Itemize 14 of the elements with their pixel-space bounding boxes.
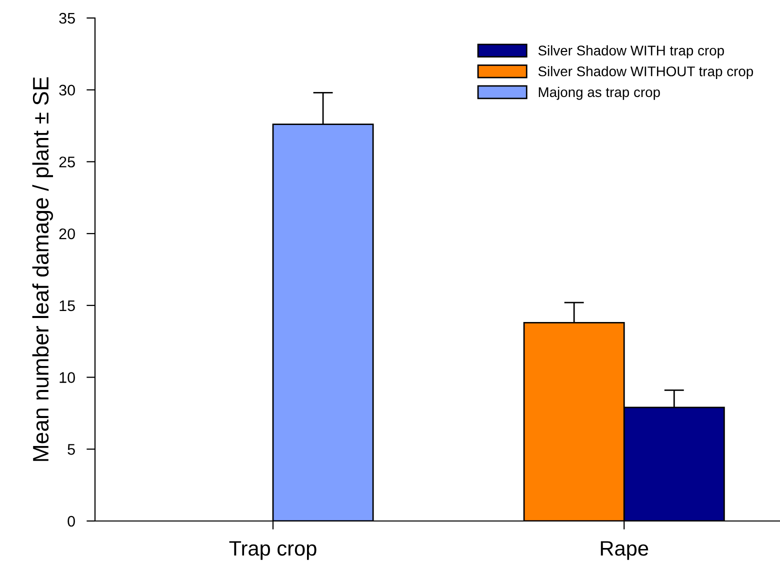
- y-tick-label: 25: [59, 156, 75, 168]
- y-tick-label: 10: [60, 372, 75, 383]
- legend-label: Silver Shadow WITH trap crop: [538, 45, 724, 58]
- y-tick-label: 20: [59, 228, 75, 240]
- x-tick-label: Rape: [600, 541, 648, 560]
- y-axis-title: Mean number leaf damage / plant ± SE: [32, 77, 54, 461]
- x-tick-label: Trap crop: [229, 541, 316, 560]
- y-tick-label: 35: [59, 12, 75, 24]
- y-tick-label: 0: [68, 516, 75, 527]
- legend-label: Silver Shadow WITHOUT trap crop: [538, 66, 754, 80]
- legend-label: Majong as trap crop: [538, 86, 660, 100]
- y-tick-label: 5: [68, 444, 75, 455]
- y-tick-label: 30: [59, 84, 75, 96]
- y-tick-label: 15: [60, 300, 75, 312]
